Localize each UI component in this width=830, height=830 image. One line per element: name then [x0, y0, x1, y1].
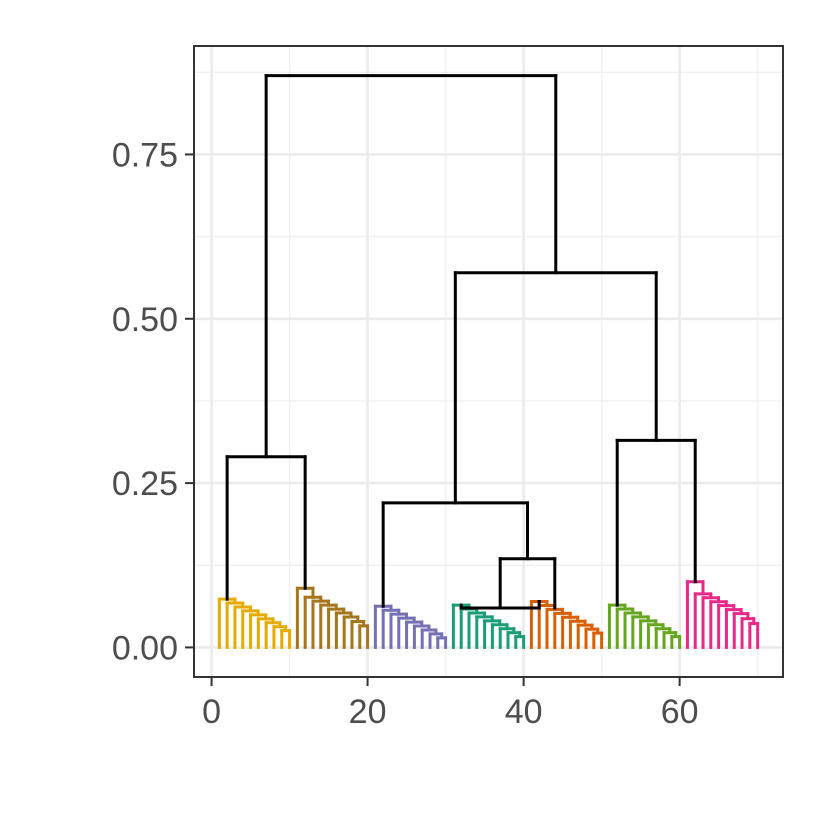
panel-background	[194, 46, 783, 677]
y-tick-label: 0.25	[112, 465, 178, 503]
y-tick-label: 0.00	[112, 629, 178, 667]
y-tick-label: 0.50	[112, 301, 178, 339]
x-tick-label: 60	[661, 693, 699, 731]
grid-major	[194, 46, 783, 677]
panel-border	[193, 45, 784, 678]
axis-ticks	[185, 153, 681, 686]
axis-tick-labels: 0 20 40 60 0.00 0.25 0.50 0.75	[112, 136, 699, 731]
x-tick-label: 20	[349, 693, 387, 731]
x-tick-label: 0	[202, 693, 221, 731]
grid-minor	[194, 46, 783, 677]
dendrogram-branches	[217, 74, 760, 649]
y-tick-label: 0.75	[112, 136, 178, 174]
x-tick-label: 40	[505, 693, 543, 731]
